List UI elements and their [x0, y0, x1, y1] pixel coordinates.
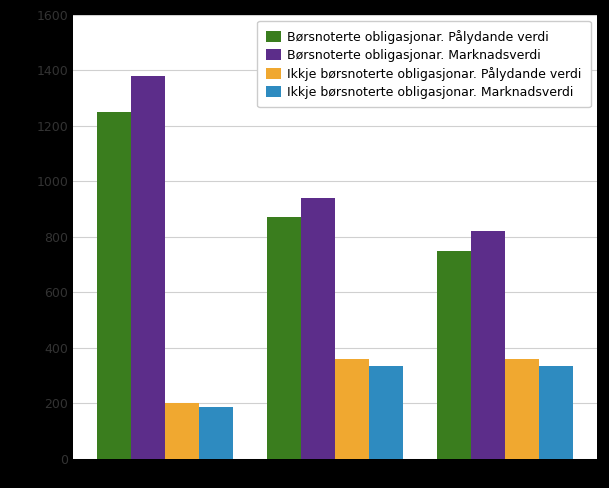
Bar — [471, 231, 505, 459]
Bar — [97, 112, 131, 459]
Bar — [335, 359, 369, 459]
Bar — [301, 198, 335, 459]
Bar — [267, 217, 301, 459]
Bar — [539, 366, 573, 459]
Bar — [165, 403, 199, 459]
Legend: Børsnoterte obligasjonar. Pålydande verdi, Børsnoterte obligasjonar. Marknadsver: Børsnoterte obligasjonar. Pålydande verd… — [258, 21, 591, 107]
Bar — [505, 359, 539, 459]
Bar — [131, 76, 165, 459]
Bar — [369, 366, 403, 459]
Bar — [437, 250, 471, 459]
Bar — [199, 407, 233, 459]
